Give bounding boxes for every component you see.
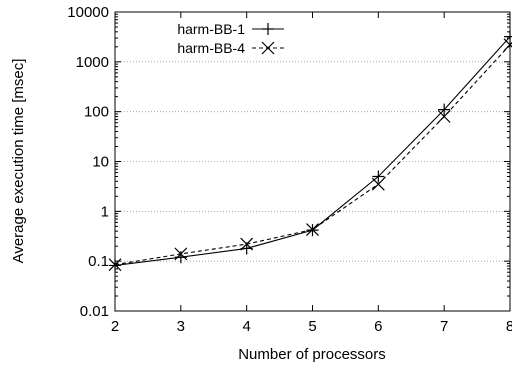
data-point — [262, 23, 274, 35]
x-tick-label: 2 — [111, 318, 119, 335]
legend: harm-BB-1 harm-BB-4 — [177, 21, 284, 56]
series-harm-BB-4 — [108, 38, 512, 272]
x-tick-label: 3 — [177, 318, 185, 335]
data-point — [503, 38, 512, 52]
x-axis-label: Number of processors — [238, 346, 386, 363]
data-point — [261, 41, 275, 55]
legend-entry: harm-BB-1 — [177, 21, 284, 37]
data-point — [372, 170, 385, 183]
data-point — [240, 237, 254, 251]
plot-series — [108, 30, 512, 272]
legend-entry: harm-BB-4 — [177, 40, 284, 56]
y-tick-label: 0.1 — [88, 253, 109, 270]
y-tick-label: 0.01 — [80, 303, 109, 320]
data-point — [371, 177, 385, 191]
legend-label: harm-BB-1 — [177, 21, 245, 37]
x-tick-label: 5 — [308, 318, 316, 335]
legend-label: harm-BB-4 — [177, 40, 245, 56]
series-harm-BB-1 — [109, 30, 512, 272]
x-tick-label: 8 — [506, 318, 512, 335]
x-tick-label: 7 — [440, 318, 448, 335]
data-point — [437, 110, 451, 123]
y-tick-label: 1 — [101, 203, 109, 220]
axis-ticks: 0.01 0.1 1 10 100 1000 10000 2 3 4 5 6 7 8 — [67, 4, 512, 335]
x-tick-label: 4 — [242, 318, 250, 335]
data-point — [306, 223, 319, 237]
y-tick-label: 10 — [92, 154, 109, 171]
y-tick-label: 100 — [84, 104, 109, 121]
x-tick-label: 6 — [374, 318, 382, 335]
data-point — [504, 30, 512, 43]
y-tick-label: 10000 — [67, 4, 109, 21]
data-point — [438, 103, 451, 116]
plot-frame — [114, 11, 511, 312]
y-tick-label: 1000 — [76, 54, 109, 71]
y-axis-label: Average execution time [msec] — [10, 59, 27, 264]
data-point — [174, 247, 188, 261]
